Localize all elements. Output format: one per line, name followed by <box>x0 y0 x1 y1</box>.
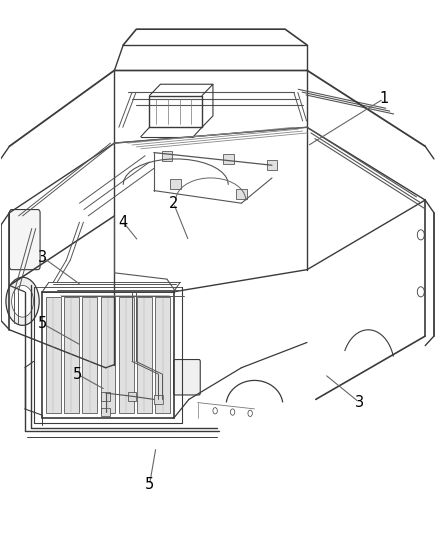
Bar <box>236 189 246 199</box>
FancyBboxPatch shape <box>10 209 40 270</box>
Bar <box>155 297 170 413</box>
Bar <box>46 297 60 413</box>
Text: 3: 3 <box>38 249 47 264</box>
Text: 4: 4 <box>118 215 127 230</box>
Bar <box>161 151 172 161</box>
Circle shape <box>12 286 33 317</box>
Circle shape <box>247 410 252 416</box>
Bar <box>266 160 277 171</box>
Text: 5: 5 <box>145 478 154 492</box>
Bar <box>223 154 233 164</box>
Bar <box>127 392 136 401</box>
FancyBboxPatch shape <box>173 360 200 395</box>
Bar <box>82 297 97 413</box>
Circle shape <box>6 277 39 325</box>
Circle shape <box>212 408 217 414</box>
Bar <box>101 392 110 401</box>
Bar <box>137 297 152 413</box>
Circle shape <box>230 409 234 415</box>
Bar <box>101 408 110 416</box>
Text: 5: 5 <box>38 316 47 331</box>
Bar <box>170 179 180 189</box>
Text: 5: 5 <box>72 367 82 382</box>
Text: 3: 3 <box>354 395 363 410</box>
Bar <box>64 297 78 413</box>
Bar <box>153 395 162 404</box>
Circle shape <box>417 230 424 240</box>
Circle shape <box>417 287 424 297</box>
Text: 1: 1 <box>378 91 387 106</box>
Bar <box>119 297 133 413</box>
Bar <box>100 297 115 413</box>
Text: 2: 2 <box>169 196 178 211</box>
